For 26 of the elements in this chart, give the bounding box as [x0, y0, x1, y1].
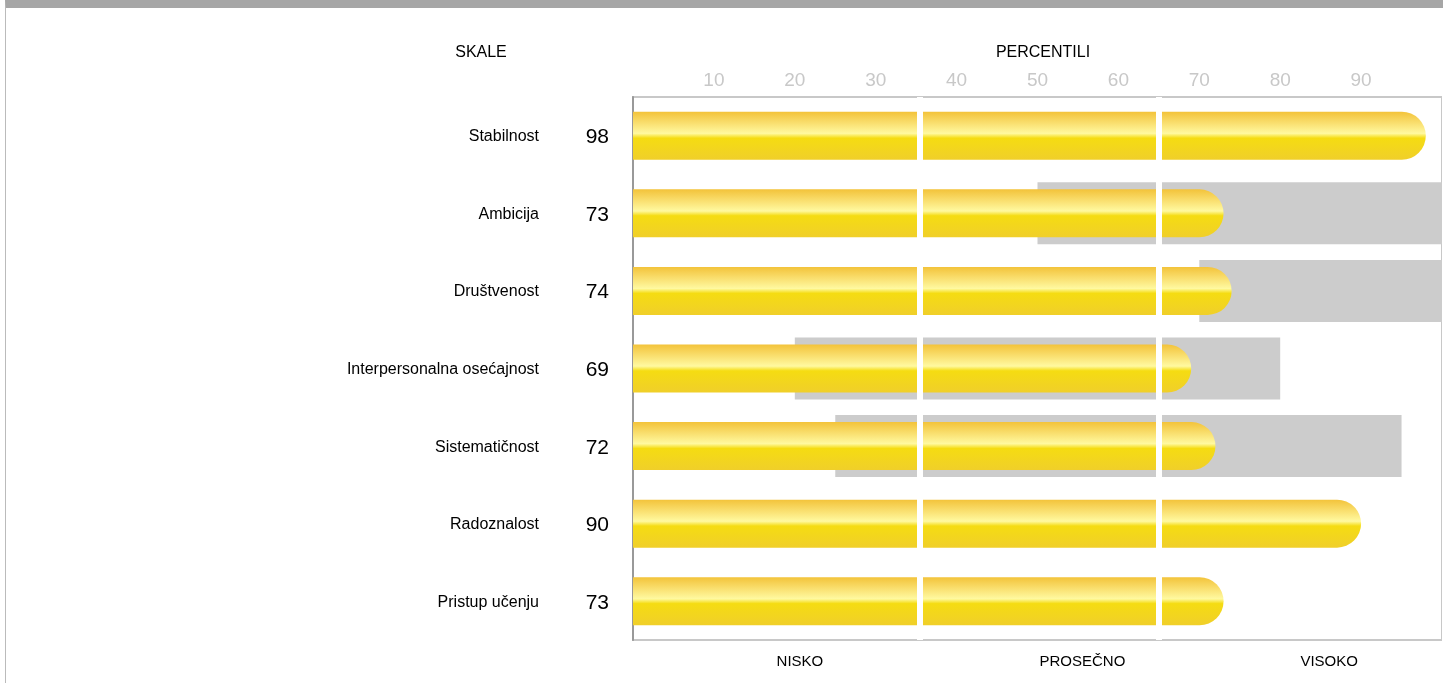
y-tick-label: Ambicija — [478, 204, 540, 222]
y-tick-label: Radoznalost — [450, 515, 540, 533]
y-tick-label: Interpersonalna osećajnost — [346, 360, 540, 377]
bar — [633, 266, 1232, 315]
text: NISKO — [776, 652, 824, 669]
y-tick-label: Pristup učenju — [437, 592, 539, 610]
text: PROSEČNO — [1039, 652, 1126, 669]
bar — [633, 499, 1362, 548]
data-label: 73 — [585, 201, 609, 225]
text: VISOKO — [1300, 652, 1358, 669]
y-axis-title: SKALE — [455, 42, 507, 60]
data-label: 74 — [585, 279, 610, 303]
data-label: 72 — [585, 434, 609, 458]
data-label: 69 — [585, 357, 609, 380]
y-tick-label: Sistematičnost — [434, 437, 540, 455]
bar — [633, 422, 1216, 471]
bar — [633, 111, 1426, 160]
chart-title: PERCENTILI — [995, 42, 1091, 60]
bar — [633, 344, 1192, 393]
data-label: 90 — [585, 512, 609, 536]
y-tick-label: Stabilnost — [468, 127, 540, 145]
bar — [633, 189, 1224, 238]
data-label: 73 — [585, 589, 609, 613]
data-label: 98 — [585, 124, 609, 148]
bar — [633, 577, 1224, 626]
y-tick-label: Društvenost — [453, 282, 540, 300]
